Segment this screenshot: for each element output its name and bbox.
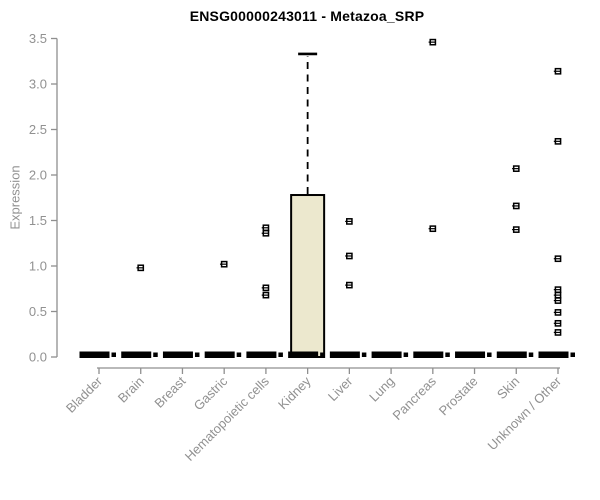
median-bar (371, 351, 402, 358)
median-bar-nub (445, 352, 450, 357)
y-tick-label: 3.5 (29, 31, 47, 46)
median-bar-nub (278, 352, 283, 357)
chart-title: ENSG00000243011 - Metazoa_SRP (189, 8, 425, 24)
median-bar-nub (194, 352, 200, 357)
box (290, 194, 326, 358)
median-bar (329, 351, 360, 358)
y-tick-label: 1.0 (29, 259, 47, 274)
median-bar (288, 351, 319, 358)
median-bar-nub (111, 352, 116, 357)
median-bar-nub (528, 352, 534, 357)
x-category-label: Lung (366, 374, 397, 405)
x-category-label: Kidney (275, 373, 314, 412)
median-bar-nub (361, 352, 367, 357)
x-category-label: Pancreas (389, 373, 439, 423)
median-bar (79, 351, 110, 358)
median-bar (162, 351, 193, 358)
median-bar (121, 351, 152, 358)
median-bar-nub (570, 352, 575, 357)
x-category-label: Liver (325, 373, 356, 404)
median-bar-nub (487, 352, 492, 357)
y-tick-label: 2.5 (29, 122, 47, 137)
y-tick-label: 0.0 (29, 350, 47, 365)
median-bar (496, 351, 527, 358)
x-category-label: Breast (151, 373, 188, 410)
y-tick-label: 3.0 (29, 77, 47, 92)
median-bar (204, 351, 235, 358)
x-category-label: Gastric (191, 373, 231, 413)
median-bar (455, 351, 486, 358)
median-bar-nub (236, 352, 242, 357)
median-bar-nub (320, 352, 325, 357)
x-category-label: Brain (115, 374, 147, 406)
x-category-label: Skin (494, 374, 522, 402)
median-bar (246, 351, 277, 358)
x-category-label: Prostate (436, 374, 481, 419)
y-tick-label: 2.0 (29, 168, 47, 183)
x-category-label: Unknown / Other (485, 373, 565, 453)
x-category-label: Bladder (63, 373, 106, 416)
y-tick-label: 1.5 (29, 213, 47, 228)
median-bar (538, 351, 569, 358)
median-bar (413, 351, 444, 358)
median-bar-nub (153, 352, 158, 357)
y-tick-label: 0.5 (29, 304, 47, 319)
median-bar-nub (403, 352, 409, 357)
